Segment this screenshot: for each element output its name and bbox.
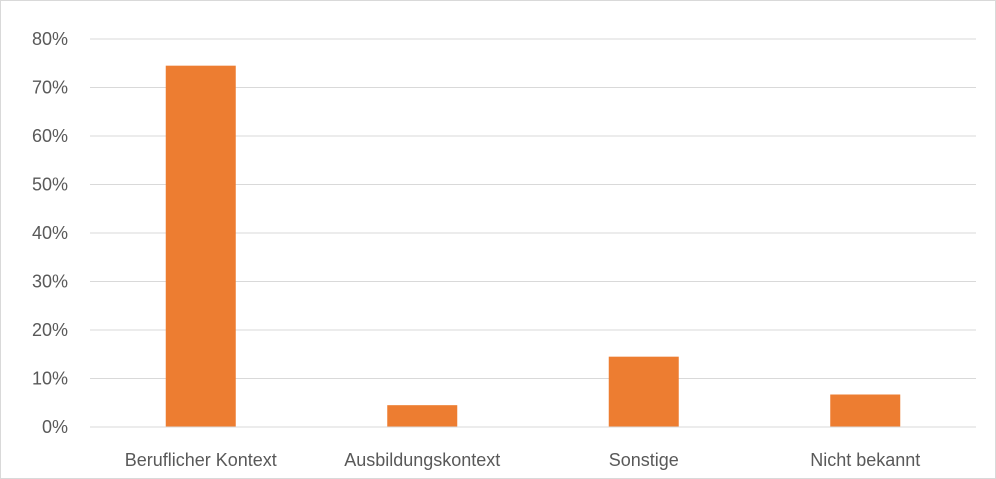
x-category-label: Sonstige bbox=[609, 450, 679, 470]
bars bbox=[165, 65, 901, 428]
x-category-label: Ausbildungskontext bbox=[344, 450, 500, 470]
y-tick-label: 80% bbox=[32, 29, 68, 49]
x-axis-categories: Beruflicher Kontext Ausbildungskontext Son… bbox=[125, 450, 921, 470]
y-tick-label: 0% bbox=[42, 417, 68, 437]
y-tick-label: 70% bbox=[32, 78, 68, 98]
y-tick-label: 30% bbox=[32, 272, 68, 292]
gridlines bbox=[90, 38, 976, 379]
y-tick-label: 20% bbox=[32, 320, 68, 340]
x-category-label: Nicht bekannt bbox=[810, 450, 920, 470]
y-tick-label: 60% bbox=[32, 126, 68, 146]
bar bbox=[830, 394, 901, 427]
x-category-label: Beruflicher Kontext bbox=[125, 450, 277, 470]
y-tick-label: 50% bbox=[32, 175, 68, 195]
y-axis-ticks: 0% 10% 20% 30% 40% 50% 60% 70% 80% bbox=[32, 29, 68, 437]
bar bbox=[608, 356, 679, 427]
bar bbox=[387, 405, 458, 427]
bar bbox=[165, 65, 236, 428]
y-tick-label: 10% bbox=[32, 369, 68, 389]
y-tick-label: 40% bbox=[32, 223, 68, 243]
